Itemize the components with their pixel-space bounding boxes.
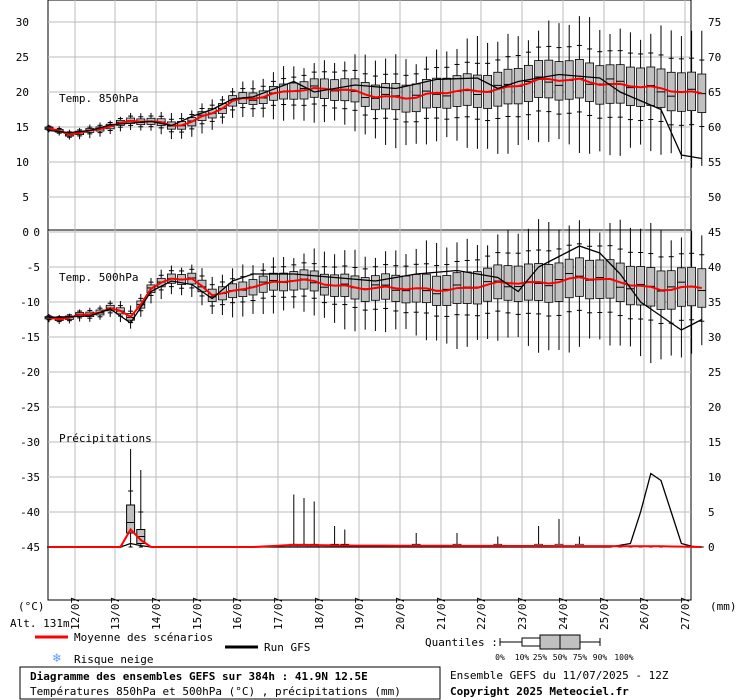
panel-850hpa-frame [47, 0, 692, 231]
quantiles-legend-label: Quantiles : [425, 636, 498, 649]
precip-spike-box [126, 504, 136, 534]
date-tick-label: 15/07 [191, 597, 204, 630]
date-tick-label: 16/07 [231, 597, 244, 630]
date-tick-label: 26/07 [638, 597, 651, 630]
mean-legend-label: Moyenne des scénarios [74, 631, 213, 644]
right-unit-label: (mm) [710, 600, 737, 613]
chart-marks [44, 16, 707, 548]
tick-label-850hpa-left: 10 [16, 156, 29, 169]
ensemble-run-label: Ensemble GEFS du 11/07/2025 - 12Z [450, 669, 669, 682]
quantile-label: 10% [515, 653, 530, 662]
precip-mean-line [49, 527, 702, 548]
panel-title-850hpa: Temp. 850hPa [59, 92, 138, 105]
tick-label-500hpa-left: 0 [33, 226, 40, 239]
tick-label-500hpa-right: 30 [708, 331, 721, 344]
quantiles-legend-ticks: 0% 10% 25% 50% 75% 90% 100% [495, 653, 634, 662]
axis-labels: 12/07 13/07 14/07 15/07 16/07 17/07 18/07 19/07… [16, 16, 722, 630]
copyright-label: Copyright 2025 Meteociel.fr [450, 685, 629, 698]
tick-label-precip-right: 0 [708, 541, 715, 554]
date-tick-label: 24/07 [557, 597, 570, 630]
tick-label-850hpa-right: 55 [708, 156, 721, 169]
tick-label-850hpa-left: 15 [16, 121, 29, 134]
date-tick-label: 20/07 [394, 597, 407, 630]
date-tick-label: 21/07 [435, 597, 448, 630]
ens-500hpa-run-gfs-line [48, 245, 703, 331]
date-tick-label: 17/07 [272, 597, 285, 630]
tick-label-850hpa-right: 50 [708, 191, 721, 204]
tick-label-500hpa-right: 40 [708, 261, 721, 274]
quantile-label: 90% [593, 653, 608, 662]
tick-label-500hpa-left: -10 [20, 296, 40, 309]
tick-label-precip-right: 10 [708, 471, 721, 484]
tick-label-precip-left: -40 [20, 506, 40, 519]
date-tick-label: 22/07 [475, 597, 488, 630]
ens-850hpa-run-gfs-line [48, 73, 702, 160]
tick-label-850hpa-right: 70 [708, 51, 721, 64]
tick-label-precip-left: -45 [20, 541, 40, 554]
date-tick-label: 19/07 [353, 597, 366, 630]
ens-500hpa-mean-line [48, 276, 702, 321]
quantile-label: 50% [553, 653, 568, 662]
ens-850hpa-mean-line [48, 77, 702, 136]
run-legend-label: Run GFS [264, 641, 310, 654]
tick-label-500hpa-right: 25 [708, 366, 721, 379]
tick-label-precip-right: 5 [708, 506, 715, 519]
date-tick-label: 13/07 [109, 597, 122, 630]
tick-label-850hpa-right: 75 [708, 16, 721, 29]
date-tick-label: 27/07 [679, 597, 692, 630]
left-unit-label: (°C) [18, 600, 45, 613]
title-box [19, 666, 441, 700]
tick-label-500hpa-left: -20 [20, 366, 40, 379]
date-tick-label: 25/07 [598, 597, 611, 630]
panel-title-500hpa: Temp. 500hPa [59, 271, 138, 284]
date-tick-label: 18/07 [313, 597, 326, 630]
snow-legend-label: Risque neige [74, 653, 153, 666]
tick-label-precip-left: -30 [20, 436, 40, 449]
tick-label-500hpa-right: 45 [708, 226, 721, 239]
tick-label-500hpa-left: -5 [27, 261, 40, 274]
tick-label-precip-left: -35 [20, 471, 40, 484]
quantile-label: 0% [495, 653, 505, 662]
tick-label-850hpa-left: 30 [16, 16, 29, 29]
tick-label-850hpa-left: 0 [22, 226, 29, 239]
tick-label-500hpa-right: 35 [708, 296, 721, 309]
panel-title-precipitation: Précipitations [59, 432, 152, 445]
tick-label-850hpa-left: 20 [16, 86, 29, 99]
tick-label-500hpa-left: -15 [20, 331, 40, 344]
date-tick-label: 14/07 [150, 597, 163, 630]
quantiles-legend-box [499, 634, 601, 650]
tick-label-850hpa-left: 5 [22, 191, 29, 204]
tick-label-850hpa-right: 65 [708, 86, 721, 99]
date-tick-label: 23/07 [516, 597, 529, 630]
tick-label-850hpa-right: 60 [708, 121, 721, 134]
chart-title: Diagramme des ensembles GEFS sur 384h : … [30, 670, 368, 683]
quantile-label: 100% [614, 653, 633, 662]
tick-label-500hpa-right: 20 [708, 401, 721, 414]
tick-label-500hpa-right: 15 [708, 436, 721, 449]
date-tick-label: 12/07 [69, 597, 82, 630]
quantile-label: 75% [573, 653, 588, 662]
quantile-label: 25% [533, 653, 548, 662]
tick-label-500hpa-left: -25 [20, 401, 40, 414]
snowflake-icon: ❄ [52, 651, 61, 666]
tick-label-850hpa-left: 25 [16, 51, 29, 64]
chart-subtitle: Températures 850hPa et 500hPa (°C) , pré… [30, 685, 401, 698]
altitude-label: Alt. 131m [10, 617, 70, 630]
